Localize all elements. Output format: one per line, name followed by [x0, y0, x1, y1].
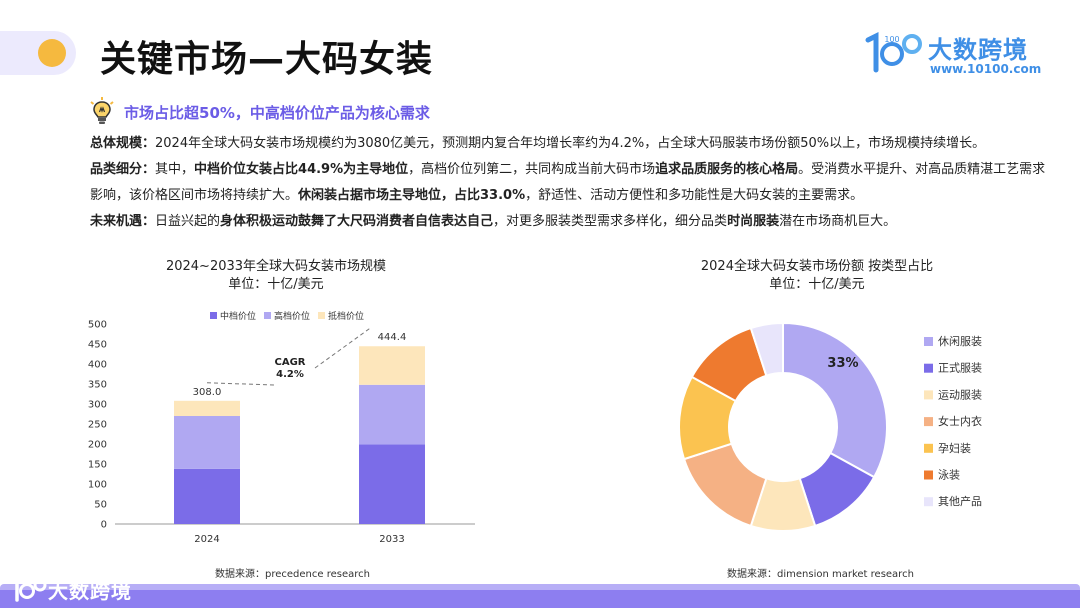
bar-segment	[359, 346, 425, 385]
summary-highlight: 追求品质服务的核心格局	[655, 162, 799, 177]
summary-label: 品类细分：	[90, 162, 156, 177]
bar-segment	[359, 384, 425, 445]
brand: 100 大数跨境 www.10100.com	[862, 30, 1042, 82]
donut-chart-subtitle: 单位：十亿/美元	[769, 277, 864, 292]
summary-paragraph-category: 品类细分：其中，中档价位女装占比44.9%为主导地位，高档价位列第二，共同构成当…	[90, 157, 1050, 209]
summary-text: 潜在市场商机巨大。	[779, 214, 897, 229]
y-tick-label: 100	[88, 480, 107, 491]
y-tick-label: 300	[88, 400, 107, 411]
summary-text: 2024年全球大码女装市场规模约为3080亿美元，预测期内复合年均增长率约为4.…	[155, 136, 986, 151]
summary-paragraph-overall: 总体规模：2024年全球大码女装市场规模约为3080亿美元，预测期内复合年均增长…	[90, 131, 1050, 157]
cagr-annotation-line: CAGR	[275, 357, 306, 368]
brand-url[interactable]: www.10100.com	[930, 62, 1042, 76]
summary-text: 其中，	[155, 162, 195, 177]
summary-highlight: 时尚服装	[727, 214, 780, 229]
y-tick-label: 350	[88, 380, 107, 391]
bottom-brand-name: 大数跨境	[48, 579, 132, 603]
y-tick-label: 500	[88, 320, 107, 331]
bar-total-label: 308.0	[193, 387, 222, 398]
donut-chart-title: 2024全球大码女装市场份额 按类型占比	[701, 258, 933, 274]
brand-logo-text: 100	[884, 35, 899, 44]
bar-chart: 2024~2033年全球大码女装市场规模 单位：十亿/美元中档价位 高档价位 抵档价位…	[70, 250, 490, 555]
brand-name: 大数跨境	[928, 36, 1028, 64]
legend-swatch	[924, 470, 933, 480]
page-title: 关键市场—大码女装	[100, 39, 434, 80]
legend-label: 运动服装	[938, 388, 982, 401]
bar-segment	[174, 400, 240, 416]
legend-label: 正式服装	[938, 362, 982, 375]
summary-paragraph-opportunity: 未来机遇：日益兴起的身体积极运动鼓舞了大尺码消费者自信表达自己，对更多服装类型需…	[90, 209, 1050, 235]
summary-text: 日益兴起的	[155, 214, 221, 229]
bar-total-label: 444.4	[378, 332, 407, 343]
cagr-annotation-line: 4.2%	[276, 369, 304, 380]
y-tick-label: 50	[94, 500, 107, 511]
legend-label: 高档价位	[274, 310, 310, 322]
y-tick-label: 450	[88, 340, 107, 351]
y-tick-label: 200	[88, 440, 107, 451]
summary-text: 。受消费水平提升、对高品质精湛工艺需求影响，该价格区间市场将持续扩大。	[90, 162, 1046, 203]
bottom-bar	[0, 584, 1080, 608]
title-dot-decoration	[38, 39, 66, 67]
donut-slice	[782, 321, 888, 479]
summary-highlight: 休闲装占据市场主导地位，占比33.0%	[298, 188, 526, 203]
y-tick-label: 150	[88, 460, 107, 471]
bar-chart-subtitle: 单位：十亿/美元	[228, 277, 323, 292]
cagr-connector	[314, 327, 371, 369]
legend-swatch	[318, 312, 325, 319]
y-tick-label: 400	[88, 360, 107, 371]
legend-swatch	[924, 337, 933, 346]
legend-swatch	[210, 312, 217, 319]
donut-chart-source: 数据来源：dimension market research	[727, 569, 914, 580]
donut-chart: 2024全球大码女装市场份额 按类型占比 单位：十亿/美元 33% 休闲服装正式服装运…	[620, 250, 1040, 555]
y-tick-label: 0	[101, 520, 107, 531]
summary-text: ，对更多服装类型需求多样化，细分品类	[493, 214, 728, 229]
legend-swatch	[924, 363, 933, 373]
cagr-annotation: CAGR 4.2%	[275, 357, 306, 380]
legend-swatch	[924, 417, 933, 427]
legend-swatch	[924, 443, 933, 453]
brand-logo-icon: 100	[865, 31, 922, 73]
legend-swatch	[924, 497, 933, 507]
summary-label: 未来机遇：	[90, 214, 156, 229]
bottom-logo-icon	[10, 576, 47, 602]
cagr-connector	[206, 382, 276, 386]
x-tick-label: 2024	[194, 534, 219, 545]
donut-slice	[749, 321, 784, 377]
summary-label: 总体规模：	[90, 136, 156, 151]
summary-highlight: 身体积极运动鼓舞了大尺码消费者自信表达自己	[220, 214, 494, 229]
legend-label: 孕妇装	[938, 442, 971, 455]
summary-highlight: 中档价位女装占比44.9%为主导地位	[194, 162, 409, 177]
summary-text: ，高档价位列第二，共同构成当前大码市场	[408, 162, 656, 177]
legend-label: 中档价位	[220, 310, 256, 322]
legend-label: 休闲服装	[938, 334, 982, 348]
bar-segment	[174, 468, 240, 524]
subheader-text: 市场占比超50%，中高档价位产品为核心需求	[124, 104, 430, 122]
bar-segment	[174, 416, 240, 469]
legend-swatch	[264, 312, 271, 319]
legend-label: 其他产品	[938, 494, 982, 508]
x-tick-label: 2033	[379, 534, 404, 545]
lightbulb-icon	[90, 97, 114, 124]
y-tick-label: 250	[88, 420, 107, 431]
legend-label: 泳装	[938, 468, 960, 482]
bar-chart-title: 2024~2033年全球大码女装市场规模	[166, 258, 386, 274]
bar-chart-source: 数据来源：precedence research	[215, 569, 370, 580]
bar-segment	[359, 444, 425, 524]
legend-label: 女士内衣	[938, 414, 982, 428]
legend-swatch	[924, 390, 933, 400]
summary: 总体规模：2024年全球大码女装市场规模约为3080亿美元，预测期内复合年均增长…	[90, 131, 1050, 235]
summary-text: ，舒适性、活动方便性和多功能性是大码女装的主要需求。	[525, 188, 864, 203]
donut-slice-label: 33%	[827, 356, 858, 371]
legend-label: 抵档价位	[328, 310, 364, 322]
